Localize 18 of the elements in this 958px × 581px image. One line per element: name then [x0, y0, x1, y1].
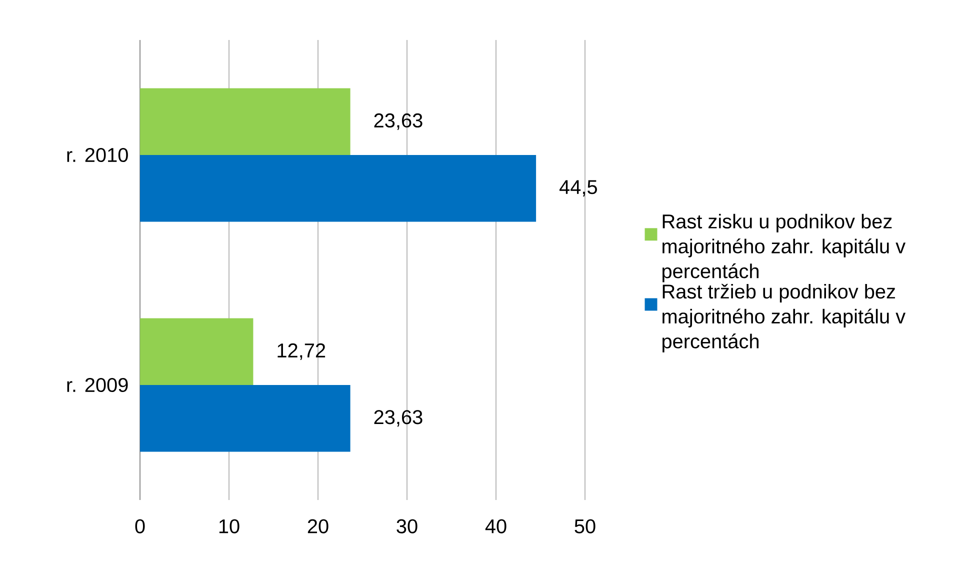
- bar: [140, 154, 536, 222]
- y-tick-label: r. 2009: [67, 378, 128, 392]
- x-tick-label: 20: [308, 519, 328, 534]
- bar: [140, 318, 254, 385]
- legend-label: Rast zisku u podnikov bez majoritného zahr. kapitálu v percentách: [662, 214, 906, 282]
- legend-label: Rast tržieb u podnikov bez majoritného zahr. kapitálu v percentách: [662, 284, 906, 352]
- x-tick-label: 40: [485, 519, 506, 534]
- bar: [140, 385, 350, 452]
- data-label: 23,63: [374, 410, 422, 427]
- bar: [140, 88, 350, 155]
- y-tick-label: r. 2010: [67, 148, 128, 162]
- data-label: 12,72: [278, 343, 326, 360]
- data-label: 44,5: [559, 180, 597, 196]
- x-tick-label: 50: [574, 519, 596, 534]
- x-tick-label: 0: [135, 519, 145, 534]
- x-tick-label: 30: [396, 519, 418, 534]
- x-tick-label: 10: [219, 519, 240, 534]
- data-label: 23,63: [374, 113, 422, 130]
